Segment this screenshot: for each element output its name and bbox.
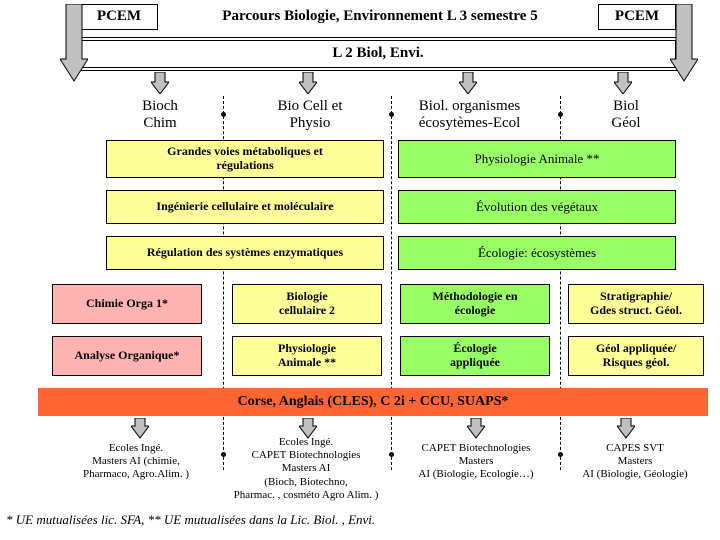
footnote: * UE mutualisées lic. SFA, ** UE mutuali…	[6, 512, 706, 528]
subtitle: L 2 Biol, Envi.	[332, 45, 423, 62]
footer-2: Ecoles Ingé. CAPET Biotechnologies Maste…	[216, 436, 396, 502]
foot1-arrow	[131, 418, 149, 440]
r2-right-label: Évolution des végétaux	[476, 200, 598, 215]
col4-label: Biol Géol	[611, 98, 640, 133]
col4-header: Biol Géol	[596, 96, 656, 134]
col1-label: Bioch Chim	[142, 98, 178, 133]
pcem-right-label: PCEM	[615, 8, 659, 25]
col1-header: Bioch Chim	[110, 96, 210, 134]
foot4-arrow	[617, 418, 635, 440]
col3-header: Biol. organismes écosytèmes-Ecol	[402, 96, 537, 134]
footer-2-label: Ecoles Ingé. CAPET Biotechnologies Maste…	[234, 436, 379, 501]
pcem-left-arrow	[60, 4, 88, 84]
footer-1-label: Ecoles Ingé. Masters AI (chimie, Pharmac…	[83, 442, 189, 480]
r4-c3: Méthodologie en écologie	[400, 284, 550, 324]
r5-c1-label: Analyse Organique*	[74, 349, 179, 363]
r3-right: Écologie: écosystèmes	[398, 236, 676, 270]
footer-3: CAPET Biotechnologies Masters AI (Biolog…	[396, 442, 556, 482]
dot-f3	[558, 452, 563, 457]
r4-c3-label: Méthodologie en écologie	[433, 290, 518, 318]
col3-arrow	[459, 72, 477, 94]
pcem-left-box: PCEM	[80, 4, 158, 30]
r1-left-label: Grandes voies métaboliques et régulation…	[167, 145, 323, 173]
footer-1: Ecoles Ingé. Masters AI (chimie, Pharmac…	[56, 442, 216, 482]
r5-c3: Écologie appliquée	[400, 336, 550, 376]
r5-c4-label: Géol appliquée/ Risques géol.	[596, 342, 676, 370]
r4-c2-label: Biologie cellulaire 2	[279, 290, 335, 318]
col3-label: Biol. organismes écosytèmes-Ecol	[419, 98, 521, 133]
pcem-left-label: PCEM	[97, 8, 141, 25]
r2-left: Ingénierie cellulaire et moléculaire	[106, 190, 384, 224]
r1-left: Grandes voies métaboliques et régulation…	[106, 140, 384, 178]
cross-bar-label: Corse, Anglais (CLES), C 2i + CCU, SUAPS…	[238, 394, 509, 410]
r2-right: Évolution des végétaux	[398, 190, 676, 224]
r3-left-label: Régulation des systèmes enzymatiques	[147, 246, 343, 260]
footer-4: CAPES SVT Masters AI (Biologie, Géologie…	[560, 442, 710, 482]
r4-c1: Chimie Orga 1*	[52, 284, 202, 324]
r3-right-label: Écologie: écosystèmes	[478, 246, 596, 261]
header-title: Parcours Biologie, Environnement L 3 sem…	[222, 8, 537, 25]
col1-arrow	[151, 72, 169, 94]
r4-c1-label: Chimie Orga 1*	[86, 297, 168, 311]
foot3-arrow	[467, 418, 485, 440]
r4-c4-label: Stratigraphie/ Gdes struct. Géol.	[590, 290, 682, 318]
r4-c4: Stratigraphie/ Gdes struct. Géol.	[568, 284, 704, 324]
r5-c4: Géol appliquée/ Risques géol.	[568, 336, 704, 376]
r4-c2: Biologie cellulaire 2	[232, 284, 382, 324]
col2-header: Bio Cell et Physio	[255, 96, 365, 134]
col2-arrow	[299, 72, 317, 94]
dot-f1	[221, 452, 226, 457]
r5-c2: Physiologie Animale **	[232, 336, 382, 376]
r5-c2-label: Physiologie Animale **	[278, 342, 336, 370]
r1-right-label: Physiologie Animale **	[475, 152, 600, 167]
pcem-right-box: PCEM	[598, 4, 676, 30]
r2-left-label: Ingénierie cellulaire et moléculaire	[156, 200, 333, 214]
subtitle-bar: L 2 Biol, Envi.	[80, 40, 676, 68]
col4-arrow	[614, 72, 632, 94]
r5-c3-label: Écologie appliquée	[450, 342, 500, 370]
dot-f2	[389, 452, 394, 457]
footnote-label: * UE mutualisées lic. SFA, ** UE mutuali…	[6, 512, 375, 527]
r3-left: Régulation des systèmes enzymatiques	[106, 236, 384, 270]
r1-right: Physiologie Animale **	[398, 140, 676, 178]
r5-c1: Analyse Organique*	[52, 336, 202, 376]
pcem-right-arrow	[670, 4, 698, 84]
col2-label: Bio Cell et Physio	[278, 98, 343, 133]
footer-4-label: CAPES SVT Masters AI (Biologie, Géologie…	[582, 442, 687, 480]
header-title-box: Parcours Biologie, Environnement L 3 sem…	[175, 4, 585, 30]
footer-3-label: CAPET Biotechnologies Masters AI (Biolog…	[418, 442, 533, 480]
cross-bar: Corse, Anglais (CLES), C 2i + CCU, SUAPS…	[38, 388, 708, 416]
